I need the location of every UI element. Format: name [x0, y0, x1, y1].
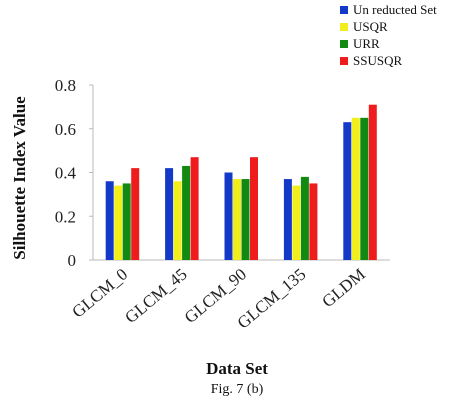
legend-label: URR — [353, 36, 380, 51]
bar-glcm-135-ssusqr — [309, 183, 318, 260]
y-tick-label: 0.8 — [55, 76, 76, 95]
bar-glcm-90-urr — [241, 179, 250, 260]
x-category-label: GLDM — [318, 265, 369, 312]
legend-label: USQR — [353, 19, 388, 34]
chart-legend: Un reducted Set USQR URR SSUSQR — [340, 2, 437, 68]
bar-glcm-90-ssusqr — [250, 157, 258, 260]
bar-glcm-45-un-reducted-set — [165, 168, 174, 260]
bar-glcm-135-un-reducted-set — [283, 179, 292, 260]
legend-swatch — [340, 40, 348, 48]
y-tick-label: 0 — [68, 251, 77, 270]
bar-glcm-0-usqr — [114, 185, 123, 260]
bar-gldm-usqr — [351, 117, 360, 260]
bar-glcm-45-ssusqr — [190, 157, 199, 260]
y-tick-label: 0.2 — [55, 207, 76, 226]
y-tick-label: 0.6 — [55, 120, 76, 139]
bar-glcm-45-usqr — [173, 181, 182, 260]
chart-bars — [105, 104, 377, 260]
bar-glcm-0-ssusqr — [131, 168, 140, 260]
legend-label: Un reducted Set — [353, 2, 437, 17]
bar-glcm-0-urr — [122, 183, 131, 260]
y-tick-label: 0.4 — [55, 164, 77, 183]
x-category-label: GLCM_45 — [121, 265, 190, 328]
bar-glcm-135-urr — [300, 176, 309, 260]
y-axis-title: Silhouette Index Value — [10, 96, 29, 260]
legend-swatch — [340, 23, 348, 31]
figure-caption: Fig. 7 (b) — [211, 382, 264, 397]
bar-gldm-urr — [360, 117, 369, 260]
bar-glcm-135-usqr — [292, 185, 301, 260]
bar-glcm-90-usqr — [233, 179, 241, 260]
bar-glcm-90-un-reducted-set — [224, 172, 233, 260]
y-axis-ticks: 0 0.2 0.4 0.6 0.8 — [55, 76, 93, 270]
legend-swatch — [340, 6, 348, 14]
legend-label: SSUSQR — [353, 53, 402, 68]
legend-swatch — [340, 57, 348, 65]
x-axis-title: Data Set — [206, 359, 268, 378]
bar-gldm-un-reducted-set — [343, 122, 352, 260]
bar-gldm-ssusqr — [368, 104, 377, 260]
bar-glcm-0-un-reducted-set — [105, 181, 114, 260]
bar-glcm-45-urr — [182, 165, 191, 260]
